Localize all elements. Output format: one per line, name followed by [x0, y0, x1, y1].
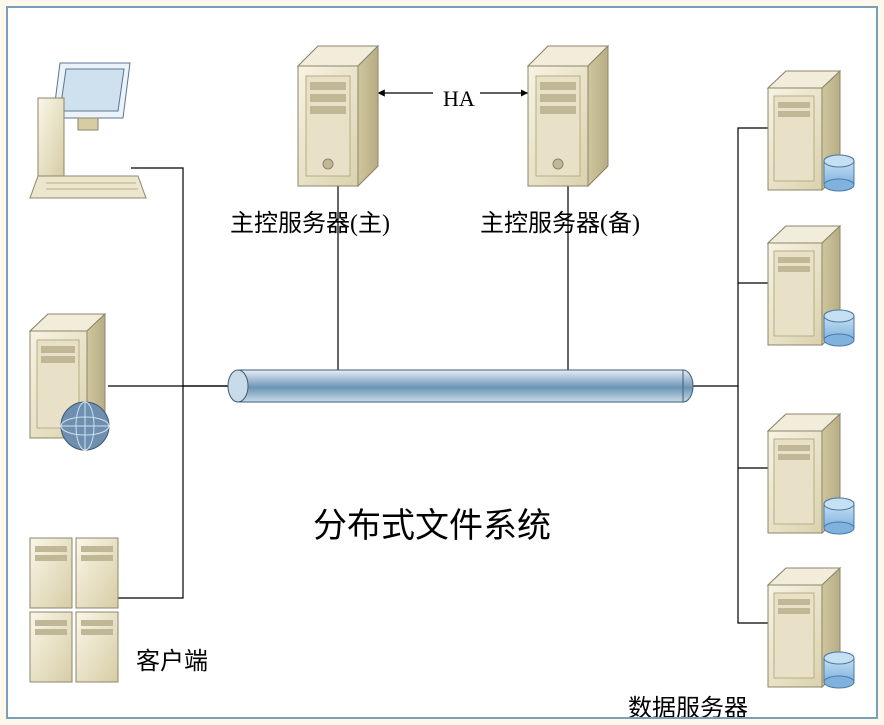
data-server-2-icon	[768, 226, 854, 346]
master-backup-server-icon	[528, 46, 608, 186]
master-primary-label: 主控服务器(主)	[230, 203, 390, 238]
diagram-svg	[8, 8, 878, 719]
diagram-frame: HA 主控服务器(主) 主控服务器(备) 分布式文件系统 客户端 数据服务器	[6, 6, 878, 719]
client-pc-icon	[30, 63, 146, 198]
page-outer: HA 主控服务器(主) 主控服务器(备) 分布式文件系统 客户端 数据服务器	[0, 0, 884, 725]
data-servers-label: 数据服务器	[628, 688, 748, 719]
master-primary-server-icon	[298, 46, 378, 186]
ha-label: HA	[443, 86, 475, 112]
data-server-4-icon	[768, 568, 854, 688]
client-webserver-icon	[30, 314, 109, 450]
system-title-label: 分布式文件系统	[313, 498, 551, 547]
data-server-3-icon	[768, 414, 854, 534]
network-bus	[228, 370, 693, 402]
master-backup-label: 主控服务器(备)	[480, 203, 640, 238]
clients-label: 客户端	[136, 641, 208, 676]
client-cluster-icon	[30, 538, 118, 682]
data-server-1-icon	[768, 71, 854, 191]
